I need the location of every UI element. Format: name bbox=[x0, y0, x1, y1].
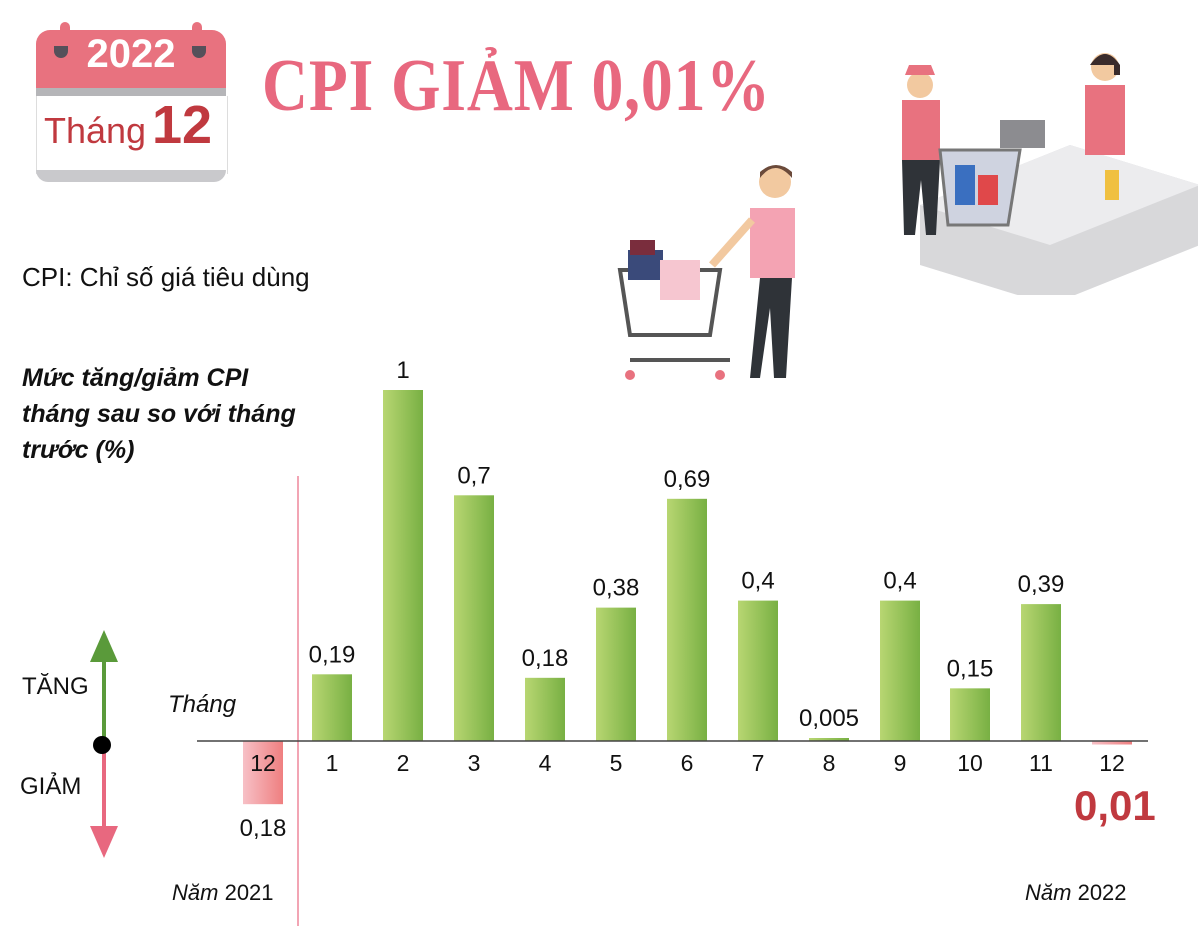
tick-label: 9 bbox=[894, 750, 907, 776]
tick-label: 11 bbox=[1029, 750, 1053, 776]
calendar-year: 2022 bbox=[86, 32, 176, 76]
legend-increase: TĂNG bbox=[22, 673, 89, 700]
data-label: 0,005 bbox=[799, 705, 859, 732]
year-prefix: Năm bbox=[1025, 880, 1072, 905]
bar-2021-12 bbox=[243, 741, 283, 805]
bar-2022-9 bbox=[880, 600, 920, 741]
bar-2022-5 bbox=[596, 607, 636, 741]
data-label: 0,7 bbox=[457, 462, 490, 489]
arrow-up-icon bbox=[90, 630, 118, 662]
bar-2022-11 bbox=[1021, 604, 1061, 741]
data-label: 0,39 bbox=[1018, 571, 1065, 598]
y-axis-label: Mức tăng/giảm CPI tháng sau so với tháng… bbox=[22, 364, 296, 464]
tick-label: 12 bbox=[1099, 750, 1125, 776]
data-label: 1 bbox=[396, 357, 409, 384]
data-label: 0,4 bbox=[883, 568, 916, 595]
page-title: CPI GIẢM 0,01% bbox=[262, 45, 771, 127]
bar-2022-1 bbox=[312, 674, 352, 741]
tick-label: 4 bbox=[539, 750, 552, 776]
subtitle: CPI: Chỉ số giá tiêu dùng bbox=[22, 262, 310, 292]
arrow-down-icon bbox=[90, 826, 118, 858]
bar-2022-8 bbox=[809, 738, 849, 741]
calendar-month-number: 12 bbox=[152, 95, 213, 155]
tick-label: 8 bbox=[823, 750, 836, 776]
data-label: 0,38 bbox=[593, 575, 640, 602]
tick-label: 3 bbox=[468, 750, 481, 776]
calendar-month-label: Tháng bbox=[44, 110, 147, 151]
tick-label: 6 bbox=[681, 750, 694, 776]
year-value: 2022 bbox=[1077, 880, 1127, 905]
year-value: 2021 bbox=[224, 880, 274, 905]
data-label: 0,69 bbox=[664, 466, 711, 493]
data-label: 0,18 bbox=[240, 815, 287, 842]
tick-label: 1 bbox=[326, 750, 339, 776]
tick-label: 2 bbox=[397, 750, 410, 776]
bar-2022-10 bbox=[950, 688, 990, 741]
bar-2022-6 bbox=[667, 498, 707, 741]
year-prefix: Năm bbox=[172, 880, 219, 905]
calendar-badge: 2022 Tháng 12 bbox=[36, 22, 228, 182]
zero-point-dot bbox=[93, 736, 111, 754]
year-label-2021: Năm 2021 bbox=[172, 880, 274, 906]
tick-label: 7 bbox=[752, 750, 765, 776]
data-label: 0,19 bbox=[309, 641, 356, 668]
data-label: 0,15 bbox=[947, 655, 994, 682]
legend-decrease: GIẢM bbox=[20, 773, 82, 800]
bar-2022-2 bbox=[383, 390, 423, 741]
tick-label: 10 bbox=[957, 750, 983, 776]
shopper-with-cart-illustration bbox=[617, 165, 795, 380]
year-label-2022: Năm 2022 bbox=[1025, 880, 1127, 906]
final-value-highlight: 0,01 bbox=[1074, 782, 1156, 829]
supermarket-checkout-illustration bbox=[902, 53, 1198, 295]
bar-2022-3 bbox=[454, 495, 494, 741]
x-axis-label: Tháng bbox=[168, 691, 237, 718]
bar-2022-7 bbox=[738, 600, 778, 741]
data-label: 0,18 bbox=[522, 645, 569, 672]
bar-2022-12 bbox=[1092, 741, 1132, 745]
tick-label: 12 bbox=[250, 750, 276, 776]
tick-label: 5 bbox=[610, 750, 623, 776]
data-label: 0,4 bbox=[741, 568, 774, 595]
bar-2022-4 bbox=[525, 677, 565, 741]
